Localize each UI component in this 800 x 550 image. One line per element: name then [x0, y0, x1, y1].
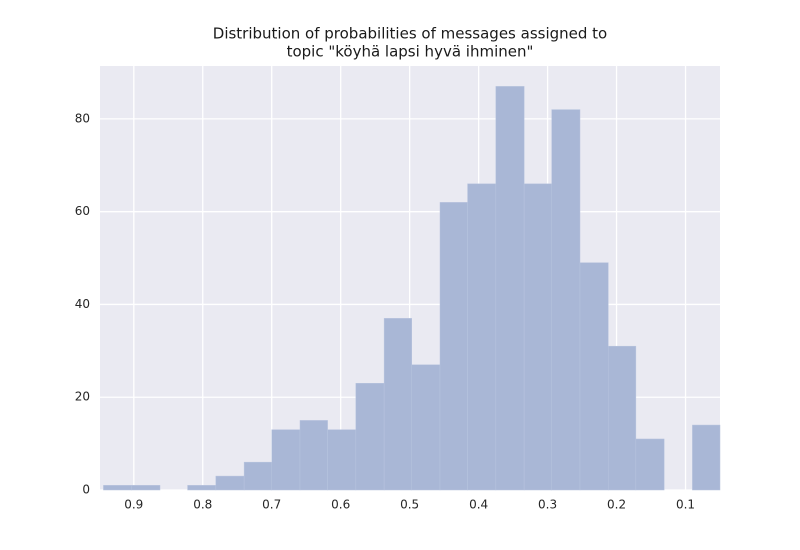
bar: [103, 485, 132, 491]
bar: [692, 424, 721, 491]
x-tick-label: 0.5: [400, 498, 419, 512]
x-tick-label: 0.4: [469, 498, 488, 512]
bar: [243, 461, 272, 491]
bar: [131, 485, 161, 491]
x-tick-label: 0.3: [538, 498, 557, 512]
y-tick-label: 60: [75, 204, 90, 218]
bar: [495, 86, 525, 491]
x-tick-label: 0.6: [331, 498, 350, 512]
bar: [523, 183, 552, 491]
bar: [551, 109, 581, 491]
y-tick-label: 80: [75, 111, 90, 125]
x-tick-label: 0.1: [676, 498, 695, 512]
bar: [579, 262, 609, 491]
bar: [467, 183, 497, 491]
bar: [439, 202, 468, 491]
bar: [635, 438, 665, 491]
bar: [271, 429, 301, 491]
bar: [383, 318, 412, 491]
bar: [608, 345, 637, 491]
bar: [299, 420, 328, 491]
x-tick-label: 0.7: [262, 498, 281, 512]
x-tick-label: 0.8: [193, 498, 212, 512]
y-tick-label: 40: [75, 297, 90, 311]
chart-title: topic "köyhä lapsi hyvä ihminen": [287, 43, 534, 61]
y-tick-label: 0: [82, 483, 90, 497]
chart-title: Distribution of probabilities of message…: [213, 25, 607, 43]
bar: [411, 364, 441, 491]
bar: [355, 383, 385, 491]
x-tick-label: 0.2: [607, 498, 626, 512]
y-tick-label: 20: [75, 390, 90, 404]
bar: [187, 485, 217, 491]
x-tick-label: 0.9: [124, 498, 143, 512]
bar: [327, 429, 357, 491]
bar: [215, 475, 245, 491]
